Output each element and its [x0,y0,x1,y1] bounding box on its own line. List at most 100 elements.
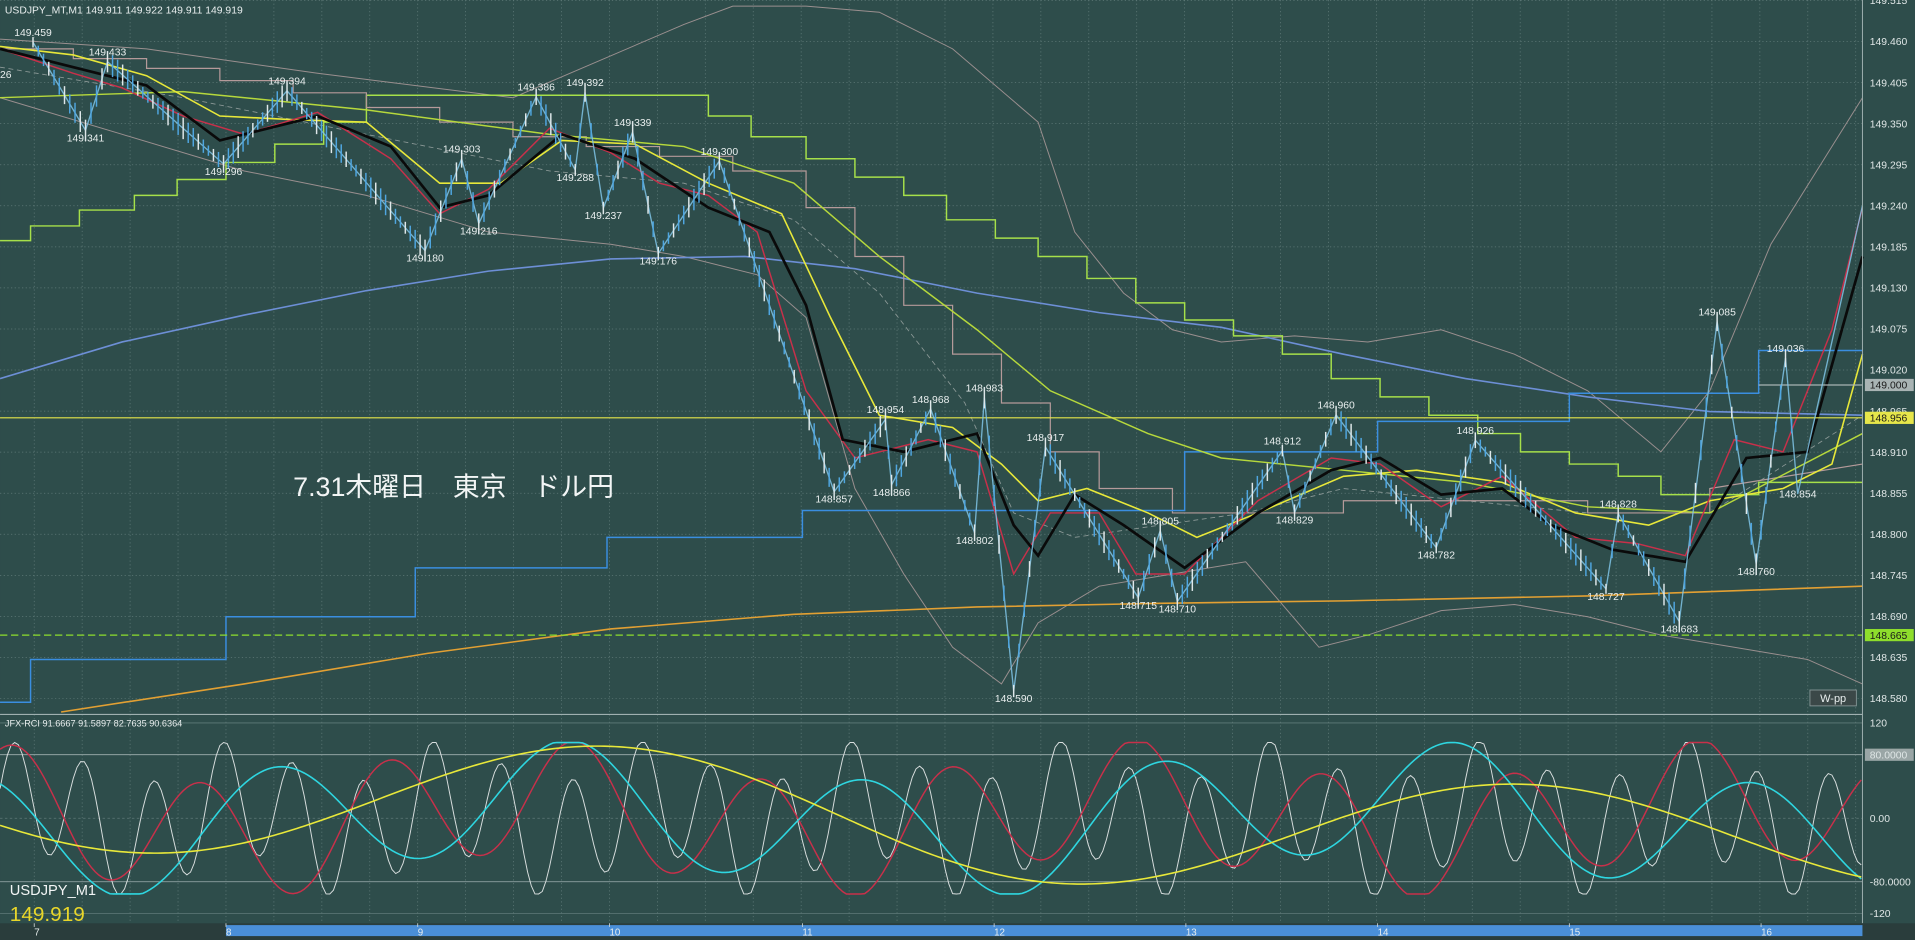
swing-label: 148.760 [1737,567,1775,578]
price-tick-label: 148.745 [1870,571,1908,582]
step-green [0,94,1863,496]
band-lower [0,97,1863,685]
swing-label: 148.710 [1159,604,1197,615]
swing-label: 149.394 [268,77,306,88]
time-label: 12 [994,927,1005,938]
swing-label: 148.829 [1276,516,1314,527]
price-tick-label: 149.020 [1870,366,1908,377]
time-label: 14 [1378,927,1389,938]
time-label: 10 [609,927,620,938]
swing-label: 148.590 [995,694,1033,705]
band-mid [0,66,1863,538]
price-line-label: 148.956 [1870,413,1908,424]
price-line-label: 148.665 [1870,631,1908,642]
swing-label: 149.085 [1698,307,1736,318]
swing-label: 148.866 [873,488,911,499]
swing-label: 149.303 [443,145,481,156]
swing-label: 148.727 [1587,592,1625,603]
swing-label: 149.392 [566,78,604,89]
time-label: 11 [802,927,812,938]
time-label: 9 [418,927,423,938]
swing-label: 149.237 [585,211,623,222]
swing-label: 149.180 [406,254,444,265]
price-tick-label: 149.130 [1870,284,1908,295]
price-tick-label: 149.295 [1870,160,1908,171]
swing-label: 149.386 [517,83,555,94]
swing-label: 148.983 [966,384,1004,395]
time-range-bar [225,925,1863,937]
swing-label: 148.828 [1599,499,1637,510]
ma-black [0,47,1864,570]
price-line-box [1864,411,1914,424]
ma-orange [60,585,1863,713]
time-labels: 7 8 9 10 11 12 13 14 15 16 [33,923,1772,938]
swing-label: 149.459 [14,28,52,39]
price-tick-label: 148.800 [1870,530,1908,541]
swing-label: 148.782 [1417,551,1455,562]
time-label: 13 [1186,927,1197,938]
swing-label: 149.341 [67,133,105,144]
swing-label: 148.854 [1779,490,1817,501]
swing-label: 148.805 [1141,516,1179,527]
price-tick-label: 148.855 [1870,489,1908,500]
price-line-box [1864,628,1914,642]
swing-label: 149.300 [701,147,739,158]
swing-label: 149.339 [614,118,652,129]
time-label: 16 [1761,927,1772,938]
caption: 7.31木曜日 東京 ドル円 [293,472,614,502]
overlays [0,5,1864,713]
swing-label: 149.288 [556,173,594,184]
swing-label: 149.176 [640,257,678,268]
symbol-label: USDJPY_M1 [10,883,96,899]
step-blue [0,349,1863,703]
swing-label: 148.912 [1264,437,1302,448]
price-tick-label: 149.075 [1870,325,1908,336]
price-tick-label: 148.690 [1870,612,1908,623]
last-price: 149.919 [10,903,85,926]
price-line-label: 149.000 [1870,381,1908,392]
time-label: 15 [1569,927,1580,938]
indicator-tick-label: -80.0000 [1870,877,1911,888]
indicator-tick-label: 80.0000 [1870,750,1908,761]
swing-label: 148.857 [815,495,853,506]
swing-label: 149.216 [460,227,498,238]
rci-long [0,745,1862,885]
price-tick-label: 149.185 [1870,243,1908,254]
cut-label: 26 [0,70,12,81]
price-line-box [1864,378,1914,392]
price-tick-label: 148.580 [1870,694,1908,705]
indicator-title: JFX-RCI 91.6667 91.5897 82.7635 90.6364 [5,719,182,729]
ma-red [0,48,1864,576]
rci-slow [0,741,1862,895]
price-tick-label: 148.910 [1870,448,1908,459]
dynamic-layer: 149.515 149.460 149.405 149.350 149.295 149.2… [0,0,1914,920]
time-label: 7 [34,927,39,938]
swing-label: 148.917 [1027,433,1065,444]
button[interactable] [1809,689,1857,707]
ma-yellow [0,45,1864,539]
swing-label: 148.683 [1661,625,1699,636]
window-title: USDJPY_MT,M1 149.911 149.922 149.911 149… [5,5,243,16]
band-upper [0,5,1863,453]
button-label[interactable]: W-pp [1820,693,1846,705]
ma-blue [0,255,1863,417]
swing-label: 149.433 [89,48,127,59]
swing-label: 148.954 [867,405,905,416]
indicator-tick-label: 120 [1870,719,1888,730]
swing-label: 148.960 [1317,401,1355,412]
price-tick-label: 149.350 [1870,119,1908,130]
grid [0,0,1863,924]
swing-label: 148.968 [912,395,950,406]
price-tick-label: 148.635 [1870,653,1908,664]
step-pink [0,48,1863,514]
swing-label: 149.296 [205,167,243,178]
price-tick-label: 149.515 [1870,0,1908,7]
rci-mid [0,741,1862,895]
indicator-tick-label: 0.00 [1870,814,1890,825]
swing-label: 148.802 [956,536,994,547]
swing-label: 148.715 [1119,601,1157,612]
indicator-level-box [1864,748,1914,761]
swing-label: 149.036 [1767,344,1805,355]
